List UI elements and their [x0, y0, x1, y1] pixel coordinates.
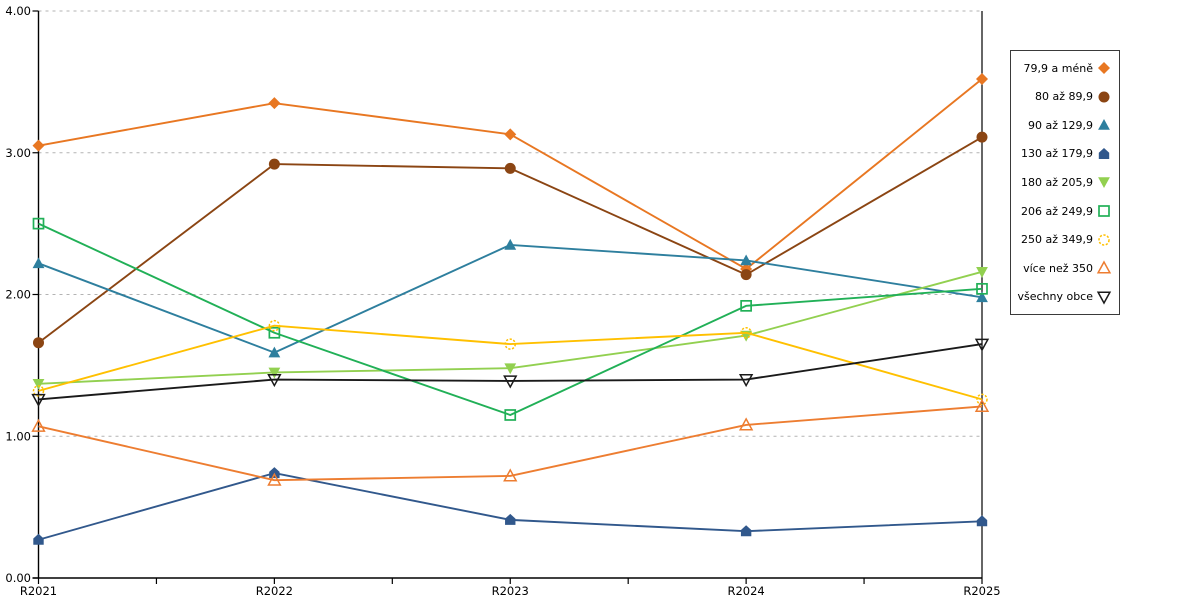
- diamond-marker: [268, 97, 281, 110]
- series-line-6: [38, 324, 983, 401]
- pentagon-marker: [33, 533, 44, 545]
- circle-dashed-marker: [740, 327, 752, 339]
- circle-dashed-marker: [1098, 233, 1110, 246]
- y-axis-label: 1.00: [5, 429, 31, 443]
- y-axis-label: 0.00: [5, 571, 31, 585]
- square-marker: [32, 217, 45, 230]
- triangle-down-marker: [267, 374, 282, 388]
- diamond-marker: [976, 73, 988, 86]
- circle-marker: [504, 162, 516, 174]
- diamond-marker: [504, 128, 517, 141]
- circle-dashed-marker: [976, 393, 988, 406]
- legend-marker-swatch: [1098, 205, 1110, 217]
- triangle-up-marker: [1098, 119, 1110, 131]
- circle-dashed-marker: [504, 338, 516, 350]
- y-axis-label: 4.00: [5, 4, 31, 18]
- square-marker: [268, 326, 281, 339]
- circle-marker: [1098, 91, 1110, 103]
- legend-label: všechny obce: [1017, 290, 1093, 304]
- triangle-up-marker: [268, 346, 281, 358]
- legend-marker-swatch: [1098, 91, 1110, 103]
- series-line-7: [38, 405, 983, 482]
- legend-item: 250 až 349,9: [1013, 232, 1113, 248]
- circle-marker: [976, 131, 988, 143]
- y-axis-label: 2.00: [5, 288, 31, 302]
- legend-marker-swatch: [1098, 62, 1110, 75]
- legend-marker-swatch: [1098, 119, 1110, 131]
- legend-marker-swatch: [1098, 147, 1110, 159]
- pentagon-marker: [976, 515, 988, 527]
- pentagon-marker: [505, 513, 516, 525]
- triangle-up-marker: [32, 257, 45, 269]
- series-line-3: [38, 472, 983, 541]
- legend-marker-swatch: [1096, 260, 1112, 274]
- circle-dashed-marker: [268, 319, 281, 332]
- legend-item: 79,9 a méně: [1013, 60, 1113, 76]
- triangle-up-marker: [740, 254, 753, 266]
- legend-label: 180 až 205,9: [1021, 175, 1093, 189]
- triangle-up-marker: [1096, 260, 1112, 274]
- triangle-down-marker: [1098, 177, 1110, 189]
- x-axis-label: R2023: [492, 584, 529, 598]
- triangle-down-marker: [504, 363, 517, 375]
- x-axis-label: R2024: [727, 584, 764, 598]
- legend-label: 250 až 349,9: [1021, 233, 1093, 247]
- circle-marker: [33, 337, 44, 349]
- legend-label: 90 až 129,9: [1028, 118, 1093, 132]
- circle-dashed-marker: [32, 385, 45, 397]
- legend-label: 80 až 89,9: [1035, 90, 1093, 104]
- legend-label: 130 až 179,9: [1021, 147, 1093, 161]
- triangle-down-marker: [31, 393, 46, 407]
- triangle-up-marker: [976, 291, 988, 303]
- legend-item: 206 až 249,9: [1013, 203, 1113, 219]
- square-marker: [976, 282, 988, 295]
- triangle-up-marker: [267, 472, 282, 486]
- pentagon-marker: [740, 525, 752, 537]
- y-axis-label: 3.00: [5, 146, 31, 160]
- triangle-up-marker: [974, 398, 990, 413]
- pentagon-marker: [269, 467, 280, 479]
- legend-item: více než 350: [1013, 260, 1113, 276]
- square-marker: [1098, 205, 1110, 217]
- circle-marker: [268, 158, 280, 170]
- series-line-5: [38, 222, 983, 416]
- legend-item: 180 až 205,9: [1013, 174, 1113, 190]
- triangle-down-marker: [738, 374, 754, 388]
- triangle-down-marker: [1096, 291, 1112, 305]
- legend-item: 90 až 129,9: [1013, 117, 1113, 133]
- circle-marker: [740, 269, 752, 281]
- diamond-marker: [32, 139, 45, 152]
- triangle-down-marker: [974, 338, 990, 352]
- triangle-up-marker: [503, 468, 518, 482]
- legend-marker-swatch: [1098, 177, 1110, 189]
- legend-box: 79,9 a méně 80 až 89,9 90 až 129,9 130 až 1…: [1010, 50, 1120, 315]
- legend-label: 206 až 249,9: [1021, 204, 1093, 218]
- pentagon-marker: [1098, 147, 1110, 159]
- legend-label: více než 350: [1023, 261, 1093, 275]
- legend-marker-swatch: [1096, 291, 1112, 305]
- x-axis-label: R2022: [256, 584, 293, 598]
- legend-item: všechny obce: [1013, 289, 1113, 305]
- triangle-up-marker: [31, 418, 46, 432]
- square-marker: [740, 299, 752, 312]
- x-axis-label: R2025: [963, 584, 1000, 598]
- triangle-down-marker: [268, 367, 281, 379]
- triangle-down-marker: [976, 267, 988, 278]
- triangle-up-marker: [738, 417, 754, 431]
- square-marker: [504, 409, 517, 421]
- x-axis-label: R2021: [20, 584, 57, 598]
- triangle-down-marker: [503, 375, 518, 389]
- diamond-marker: [1098, 62, 1110, 75]
- legend-label: 79,9 a méně: [1023, 61, 1093, 75]
- legend-item: 80 až 89,9: [1013, 89, 1113, 105]
- legend-item: 130 až 179,9: [1013, 146, 1113, 162]
- legend-marker-swatch: [1098, 233, 1110, 246]
- triangle-up-marker: [504, 238, 517, 250]
- triangle-down-marker: [32, 379, 45, 390]
- series-line-8: [38, 343, 983, 401]
